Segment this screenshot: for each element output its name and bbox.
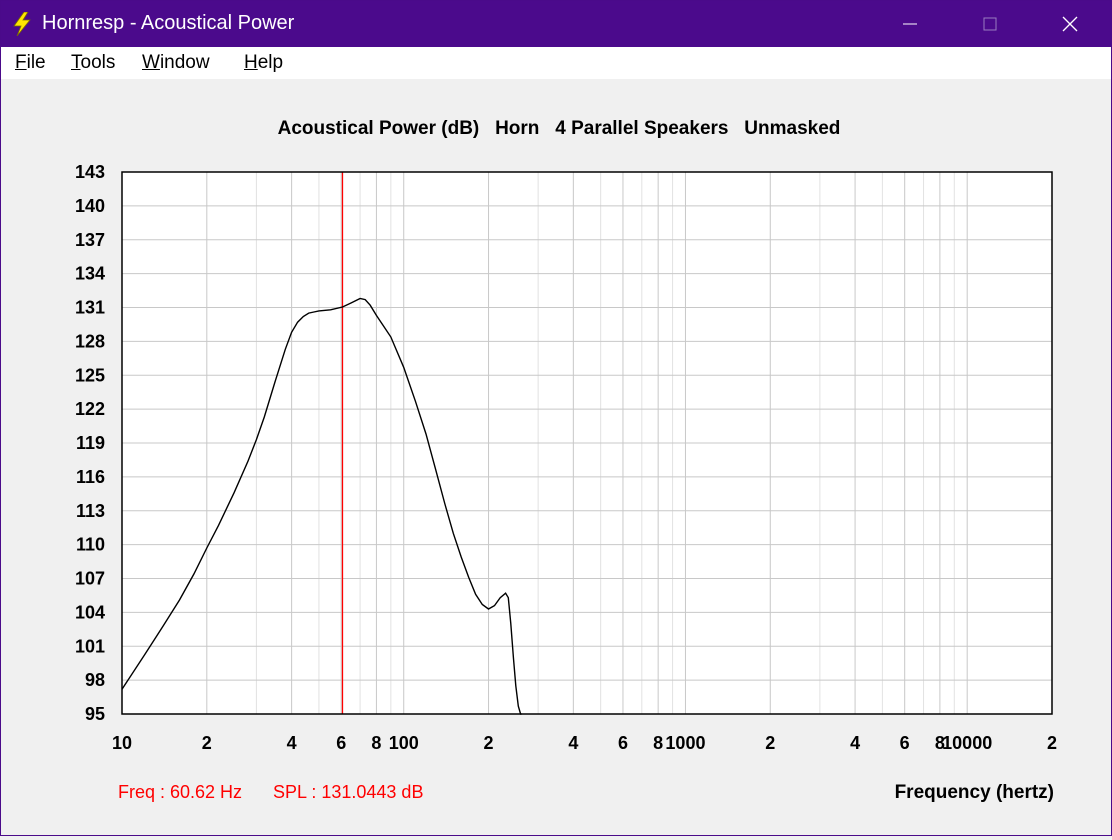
x-tick-label: 8 (371, 733, 381, 753)
menu-file[interactable]: File (15, 52, 46, 74)
spl-readout: SPL : 131.0443 dB (273, 782, 423, 802)
y-tick-label: 125 (75, 365, 105, 385)
y-tick-label: 143 (75, 162, 105, 182)
minimize-button[interactable] (881, 1, 939, 47)
x-axis-label: Frequency (hertz) (895, 782, 1054, 803)
close-icon (1062, 16, 1078, 32)
menu-window[interactable]: Window (142, 52, 210, 74)
x-tick-label: 4 (287, 733, 297, 753)
plot-frame (121, 171, 1053, 715)
grid-lines (122, 172, 1052, 714)
y-tick-label: 134 (75, 264, 105, 284)
x-tick-label: 10 (112, 733, 132, 753)
y-tick-label: 116 (76, 467, 105, 487)
x-tick-label: 100 (389, 733, 419, 753)
maximize-icon (983, 17, 997, 31)
menu-help-label: elp (257, 52, 284, 73)
x-tick-label: 10000 (942, 733, 992, 753)
y-tick-label: 128 (75, 331, 105, 351)
menu-window-label: indow (159, 52, 210, 73)
lightning-bolt-icon (13, 12, 31, 36)
x-tick-label: 8 (935, 733, 945, 753)
y-tick-label: 119 (76, 433, 105, 453)
menu-help[interactable]: Help (244, 52, 283, 74)
menu-tools[interactable]: Tools (71, 52, 115, 74)
x-tick-label: 6 (900, 733, 910, 753)
window-title: Hornresp - Acoustical Power (42, 12, 295, 34)
series-line-acoustical-power (121, 297, 522, 715)
y-tick-label: 98 (85, 670, 105, 690)
y-tick-label: 95 (85, 704, 105, 724)
menu-file-label: ile (26, 52, 46, 73)
close-button[interactable] (1041, 1, 1099, 47)
x-tick-label: 2 (202, 733, 212, 753)
y-tick-label: 122 (75, 399, 105, 419)
menu-tools-label: ools (80, 52, 116, 73)
maximize-button[interactable] (961, 1, 1019, 47)
y-tick-label: 104 (75, 602, 105, 622)
menu-help-accel: H (244, 52, 258, 73)
x-tick-label: 8 (653, 733, 663, 753)
x-tick-label: 2 (1047, 733, 1057, 753)
x-tick-label: 1000 (665, 733, 705, 753)
acoustical-power-chart[interactable]: Acoustical Power (dB) Horn 4 Parallel Sp… (1, 79, 1111, 835)
freq-readout: Freq : 60.62 Hz (118, 782, 242, 802)
menu-file-accel: F (15, 52, 27, 73)
menu-tools-accel: T (71, 52, 81, 73)
y-tick-label: 131 (75, 298, 105, 318)
y-tick-label: 107 (75, 569, 105, 589)
chart-area: Acoustical Power (dB) Horn 4 Parallel Sp… (1, 79, 1111, 835)
x-tick-label: 4 (850, 733, 860, 753)
chart-title: Acoustical Power (dB) Horn 4 Parallel Sp… (278, 118, 841, 139)
menu-window-accel: W (142, 52, 160, 73)
menu-bar: File Tools Window Help (1, 47, 1111, 79)
y-tick-label: 110 (76, 535, 105, 555)
y-tick-label: 113 (76, 501, 105, 521)
x-tick-label: 2 (484, 733, 494, 753)
x-tick-label: 6 (336, 733, 346, 753)
minimize-icon (903, 23, 917, 25)
y-tick-label: 101 (75, 636, 105, 656)
y-tick-label: 140 (75, 196, 105, 216)
y-tick-label: 137 (75, 230, 105, 250)
title-bar[interactable]: Hornresp - Acoustical Power (1, 1, 1111, 47)
x-tick-label: 6 (618, 733, 628, 753)
x-tick-label: 4 (568, 733, 578, 753)
y-axis-ticks: 143 140 137 134 131 128 125 122 119 116 113 110 107 1… (75, 162, 105, 724)
x-tick-label: 2 (765, 733, 775, 753)
